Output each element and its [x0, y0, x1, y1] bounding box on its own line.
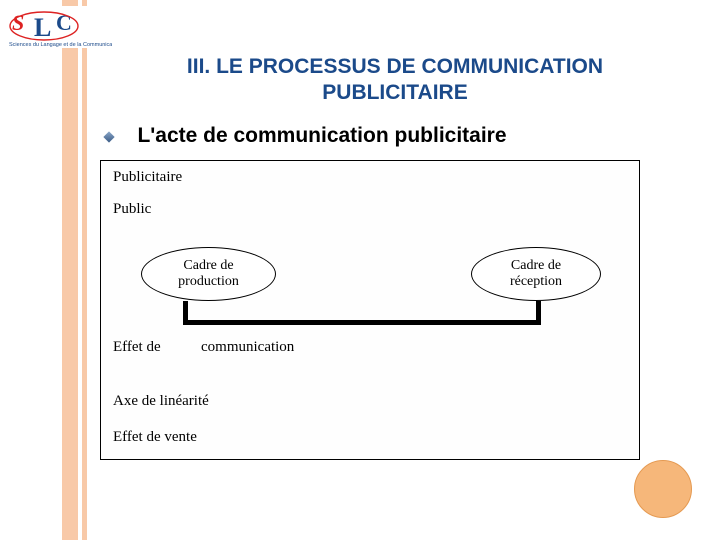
- label-public: Public: [113, 201, 151, 218]
- label-communication: communication: [201, 339, 294, 356]
- page-title: III. LE PROCESSUS DE COMMUNICATION PUBLI…: [115, 54, 675, 107]
- bracket-horiz: [183, 320, 541, 325]
- accent-bar-thin: [82, 0, 87, 540]
- accent-circle: [634, 460, 692, 518]
- label-axe-linearite: Axe de linéarité: [113, 393, 209, 410]
- accent-bar-thick: [62, 0, 78, 540]
- logo-s: S: [12, 10, 24, 35]
- ellipse-production: Cadre de production: [141, 247, 276, 301]
- subtitle-row: L'acte de communication publicitaire: [104, 124, 507, 148]
- logo-caption: Sciences du Langage et de la Communicati…: [9, 42, 112, 48]
- ellipse-reception-l2: réception: [472, 274, 600, 290]
- title-line-1: III. LE PROCESSUS DE COMMUNICATION: [187, 55, 603, 78]
- label-effet-de: Effet de: [113, 339, 161, 356]
- label-effet-vente: Effet de vente: [113, 429, 197, 446]
- logo-l: L: [34, 13, 51, 42]
- title-line-2: PUBLICITAIRE: [322, 81, 467, 104]
- ellipse-production-l2: production: [142, 274, 275, 290]
- subtitle-text: L'acte de communication publicitaire: [137, 124, 506, 147]
- ellipse-reception: Cadre de réception: [471, 247, 601, 301]
- bullet-diamond-icon: [104, 132, 115, 143]
- ellipse-reception-l1: Cadre de: [472, 258, 600, 274]
- diagram-frame: Publicitaire Public Cadre de production …: [100, 160, 640, 460]
- label-publicitaire: Publicitaire: [113, 169, 182, 186]
- logo: S L C Sciences du Langage et de la Commu…: [6, 6, 112, 48]
- ellipse-production-l1: Cadre de: [142, 258, 275, 274]
